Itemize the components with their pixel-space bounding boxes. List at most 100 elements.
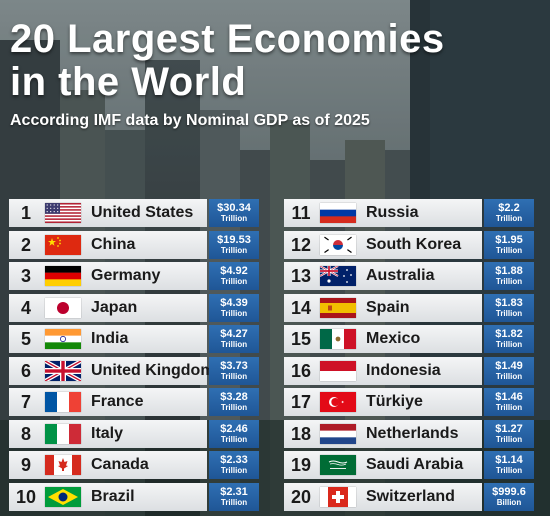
table-row: 4 Japan $4.39 Trillion [9, 293, 259, 322]
country-cell: 15 Mexico [284, 325, 482, 353]
rank-number: 20 [290, 486, 312, 507]
germany-flag-icon [45, 266, 81, 286]
rank-number: 1 [20, 203, 31, 223]
switzerland-flag-icon [320, 486, 356, 507]
country-cell: 16 Indonesia [284, 356, 482, 385]
table-row: 17 Türkiye $1.46 Trillion [284, 388, 534, 416]
table-row: 13 Australia $1.88 Trillion [284, 262, 534, 290]
gdp-amount: $2.2 [498, 202, 520, 214]
rank-number: 13 [290, 266, 312, 286]
gdp-amount: $4.39 [220, 296, 248, 309]
gdp-amount: $1.14 [495, 454, 523, 466]
gdp-value-box: $3.73 Trillion [209, 356, 259, 385]
table-row: 11 Russia $2.2 Trillion [284, 199, 534, 227]
country-cell: 9 Canada [9, 451, 207, 479]
table-row: 10 Brazil $2.31 Trillion [9, 482, 259, 511]
gdp-unit: Trillion [220, 340, 248, 349]
south-korea-flag-icon [320, 234, 356, 255]
gdp-value-box: $1.46 Trillion [484, 388, 534, 416]
country-cell: 7 France [9, 388, 207, 416]
gdp-amount: $4.92 [220, 265, 248, 277]
gdp-unit: Trillion [495, 434, 523, 444]
gdp-unit: Trillion [495, 466, 523, 475]
table-row: 8 Italy $2.46 Trillion [9, 419, 259, 448]
italy-flag-icon [45, 423, 81, 444]
country-name: France [91, 393, 144, 410]
country-name: India [91, 330, 129, 347]
title-line-1: 20 Largest Economies [10, 17, 445, 61]
gdp-unit: Trillion [495, 245, 523, 255]
gdp-unit: Billion [496, 497, 522, 507]
gdp-value-box: $4.39 Trillion [209, 293, 259, 322]
spain-flag-icon [320, 297, 356, 318]
table-row: 15 Mexico $1.82 Trillion [284, 325, 534, 353]
rank-number: 2 [20, 234, 31, 255]
country-name: Japan [91, 298, 138, 316]
table-row: 9 Canada $2.33 Trillion [9, 451, 259, 479]
gdp-unit: Trillion [220, 308, 248, 318]
gdp-value-box: $1.14 Trillion [484, 451, 534, 479]
gdp-unit: Trillion [495, 371, 523, 381]
rank-number: 4 [20, 297, 31, 318]
country-cell: 5 India [9, 325, 207, 353]
gdp-unit: Trillion [495, 340, 523, 349]
gdp-amount: $3.73 [220, 359, 248, 372]
gdp-value-box: $1.88 Trillion [484, 262, 534, 290]
gdp-unit: Trillion [495, 214, 523, 223]
gdp-unit: Trillion [495, 308, 523, 318]
australia-flag-icon [320, 266, 356, 286]
gdp-value-box: $1.95 Trillion [484, 230, 534, 259]
country-cell: 13 Australia [284, 262, 482, 290]
gdp-unit: Trillion [220, 277, 248, 286]
country-name: Switzerland [366, 487, 455, 505]
france-flag-icon [45, 392, 81, 412]
gdp-value-box: $1.83 Trillion [484, 293, 534, 322]
rank-number: 7 [20, 392, 31, 412]
rank-number: 14 [290, 297, 312, 318]
gdp-value-box: $2.2 Trillion [484, 199, 534, 227]
rank-number: 17 [290, 392, 312, 412]
gdp-amount: $1.82 [495, 328, 523, 340]
gdp-value-box: $19.53 Trillion [209, 230, 259, 259]
country-cell: 4 Japan [9, 293, 207, 322]
gdp-value-box: $30.34 Trillion [209, 199, 259, 227]
country-cell: 18 Netherlands [284, 419, 482, 448]
uk-flag-icon [45, 360, 81, 381]
country-name: Germany [91, 267, 161, 284]
country-cell: 20 Switzerland [284, 482, 482, 511]
table-row: 7 France $3.28 Trillion [9, 388, 259, 416]
country-cell: 8 Italy [9, 419, 207, 448]
gdp-unit: Trillion [495, 403, 523, 412]
gdp-value-box: $3.28 Trillion [209, 388, 259, 416]
country-name: Spain [366, 298, 410, 316]
rank-number: 3 [20, 266, 31, 286]
country-name: South Korea [366, 235, 462, 253]
table-row: 12 South Korea $1.95 Trillion [284, 230, 534, 259]
gdp-value-box: $1.27 Trillion [484, 419, 534, 448]
netherlands-flag-icon [320, 423, 356, 444]
country-cell: 3 Germany [9, 262, 207, 290]
japan-flag-icon [45, 297, 81, 318]
brazil-flag-icon [45, 486, 81, 507]
table-row: 5 India $4.27 Trillion [9, 325, 259, 353]
gdp-unit: Trillion [220, 403, 248, 412]
rank-number: 8 [20, 423, 31, 444]
canada-flag-icon [45, 455, 81, 475]
country-name: United States [91, 204, 194, 221]
gdp-amount: $30.34 [217, 202, 251, 214]
page-title: 20 Largest Economies in the World [10, 18, 445, 104]
russia-flag-icon [320, 203, 356, 223]
country-cell: 11 Russia [284, 199, 482, 227]
country-name: United Kingdom [91, 361, 215, 379]
gdp-value-box: $1.49 Trillion [484, 356, 534, 385]
country-cell: 12 South Korea [284, 230, 482, 259]
table-row: 19 Saudi Arabia $1.14 Trillion [284, 451, 534, 479]
rank-number: 10 [15, 486, 37, 507]
rank-number: 5 [20, 329, 31, 349]
country-name: Türkiye [366, 393, 423, 410]
country-name: Netherlands [366, 424, 459, 442]
gdp-unit: Trillion [220, 245, 248, 255]
gdp-amount: $2.33 [220, 454, 248, 466]
country-name: China [91, 235, 136, 253]
country-cell: 14 Spain [284, 293, 482, 322]
